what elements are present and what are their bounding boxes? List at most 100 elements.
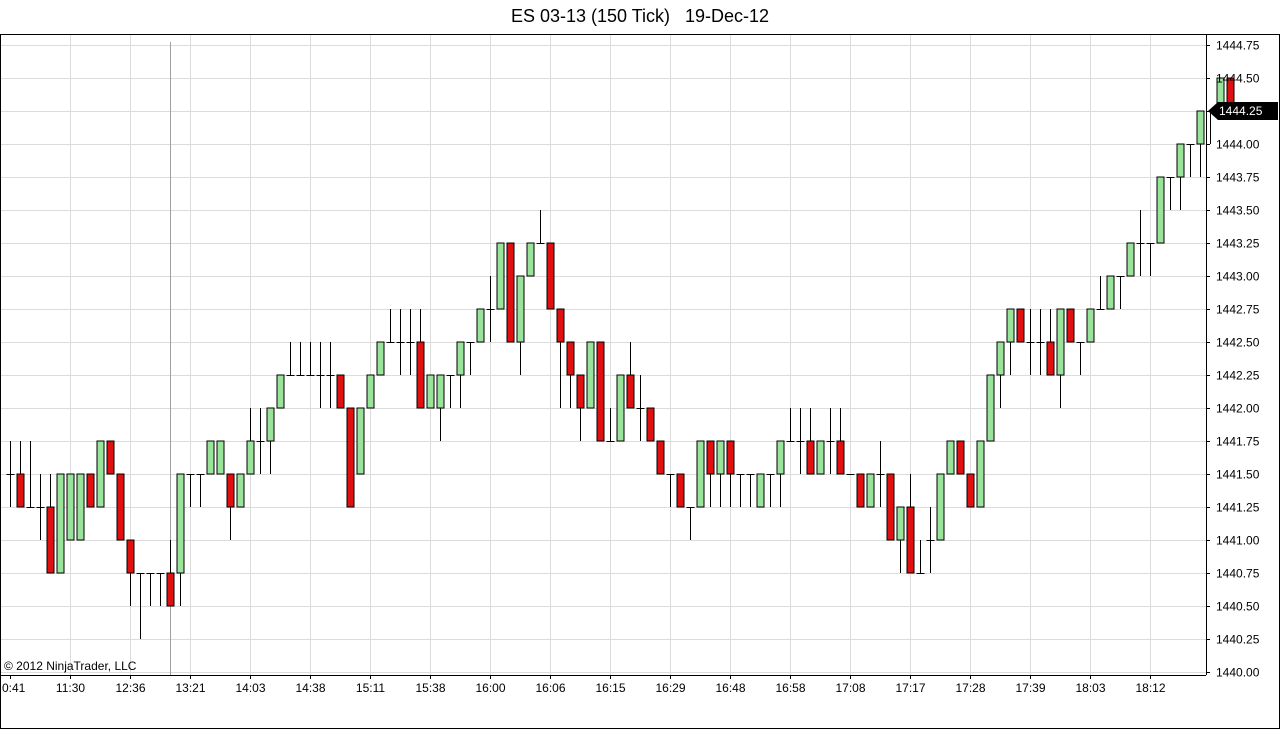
- candle-body-up: [56, 473, 65, 574]
- candle: [1166, 177, 1175, 210]
- x-tick-label: 18:12: [1135, 681, 1165, 695]
- candle: [986, 374, 995, 442]
- candle: [976, 440, 985, 508]
- y-tick-label: 1442.75: [1216, 303, 1260, 317]
- x-tick-label: 14:03: [235, 681, 265, 695]
- candle: [566, 341, 575, 408]
- candle-body-down: [576, 374, 585, 409]
- candle: [836, 408, 845, 475]
- x-tick-label: 0:41: [2, 681, 26, 695]
- candle: [996, 341, 1005, 408]
- candle: [546, 242, 555, 310]
- x-tick-label: 14:38: [295, 681, 325, 695]
- candle-body-down: [1016, 308, 1025, 343]
- candle: [136, 573, 145, 639]
- candle: [466, 342, 475, 375]
- candle-body-down: [346, 407, 355, 508]
- candle-body-up: [236, 473, 245, 508]
- candle: [896, 506, 905, 573]
- candle-body-down: [336, 374, 345, 409]
- candle: [366, 374, 375, 409]
- candle-body-down: [806, 440, 815, 475]
- y-tick-label: 1442.50: [1216, 336, 1260, 350]
- candle-body-up: [616, 374, 625, 442]
- candle: [96, 440, 105, 508]
- candle-body-up: [1156, 176, 1165, 244]
- candle: [1176, 143, 1185, 210]
- candle: [876, 441, 885, 507]
- x-tick-label: 16:58: [775, 681, 805, 695]
- candle: [146, 573, 155, 606]
- candle-body-up: [716, 440, 725, 475]
- candle-body-down: [16, 473, 25, 508]
- candle: [916, 540, 925, 574]
- candle-body-up: [526, 242, 535, 277]
- y-tick-label: 1440.25: [1216, 633, 1260, 647]
- candle-body-down: [966, 473, 975, 508]
- candle-body-down: [226, 473, 235, 508]
- candle-body-down: [1066, 308, 1075, 343]
- candle: [766, 474, 775, 507]
- candle: [1026, 309, 1035, 375]
- candle-body-up: [1176, 143, 1185, 178]
- candle-body-down: [126, 539, 135, 574]
- candle-body-down: [956, 440, 965, 475]
- candle: [286, 342, 295, 376]
- candle: [596, 341, 605, 442]
- candle: [606, 408, 615, 442]
- candle: [406, 309, 415, 375]
- y-tick-label: 1444.00: [1216, 138, 1260, 152]
- candle-body-up: [1196, 110, 1205, 145]
- x-tick-label: 17:28: [955, 681, 985, 695]
- candle: [56, 473, 65, 574]
- y-tick-label: 1444.75: [1216, 39, 1260, 53]
- x-tick-label: 17:08: [835, 681, 865, 695]
- candle: [116, 473, 125, 541]
- candle-body-up: [866, 473, 875, 508]
- candle: [706, 440, 715, 507]
- candle: [576, 374, 585, 441]
- candle-body-up: [476, 308, 485, 343]
- candle: [656, 440, 665, 475]
- x-tick-label: 16:48: [715, 681, 745, 695]
- candle: [206, 440, 215, 475]
- y-tick-label: 1444.50: [1216, 72, 1260, 86]
- candle: [786, 408, 795, 442]
- candle: [826, 408, 835, 474]
- candle: [666, 474, 675, 507]
- candle: [476, 308, 485, 343]
- candle: [446, 375, 455, 408]
- candle: [1206, 111, 1215, 144]
- x-tick-label: 17:17: [895, 681, 925, 695]
- y-tick-label: 1442.00: [1216, 402, 1260, 416]
- candle: [676, 473, 685, 508]
- candle: [746, 474, 755, 507]
- candle: [696, 440, 705, 508]
- candle-body-up: [206, 440, 215, 475]
- candle-body-down: [86, 473, 95, 508]
- candle: [646, 407, 655, 442]
- candle: [616, 374, 625, 442]
- candle: [226, 473, 235, 540]
- candle: [6, 441, 15, 507]
- candle-body-up: [756, 473, 765, 508]
- candle: [66, 473, 75, 541]
- x-tick-label: 11:30: [56, 681, 85, 695]
- candle-body-up: [586, 341, 595, 409]
- candle-body-down: [726, 440, 735, 475]
- last-price-label: 1444.25: [1219, 104, 1263, 118]
- candle-body-up: [76, 473, 85, 541]
- last-price-tag: [1208, 102, 1278, 120]
- x-tick-label: 15:11: [356, 681, 385, 695]
- x-tick-label: 16:00: [475, 681, 505, 695]
- candle: [276, 374, 285, 409]
- candle: [1106, 275, 1115, 310]
- candle: [426, 374, 435, 409]
- candle: [716, 440, 725, 507]
- candle: [76, 473, 85, 541]
- candle: [156, 573, 165, 606]
- candle: [776, 440, 785, 507]
- candle-body-up: [266, 407, 275, 442]
- grid-lines: [1, 34, 1206, 675]
- candle: [1016, 308, 1025, 343]
